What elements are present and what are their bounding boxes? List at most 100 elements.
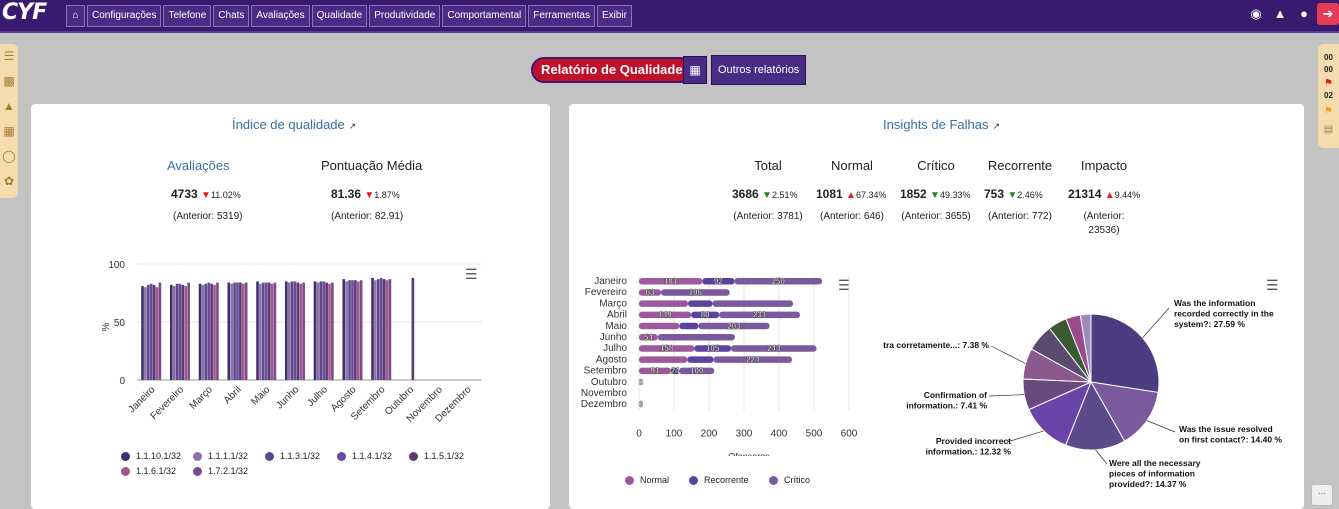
bar[interactable] [702,278,735,285]
bar[interactable] [679,367,715,375]
bar[interactable] [356,281,360,380]
chart-menu-icon[interactable]: ☰ [838,277,851,293]
bar[interactable] [244,282,248,380]
bar[interactable] [377,279,380,380]
legend-item[interactable]: 1.1.6.1/32 [121,466,176,477]
bar[interactable] [230,283,233,380]
bar[interactable] [319,281,323,380]
bar[interactable] [670,367,680,375]
print-icon[interactable]: ▤ [1323,124,1334,135]
evaluations-label[interactable]: Avaliações [167,158,230,173]
orange-flag-icon[interactable]: ⚑ [1324,106,1333,117]
cyf-logo[interactable]: CYF [2,0,47,25]
chart-menu-icon[interactable]: ☰ [1266,277,1279,293]
other-reports-button[interactable]: Outros relatórios [711,55,807,85]
bar[interactable] [679,322,699,330]
bar[interactable] [313,281,317,380]
bar[interactable] [639,278,703,285]
bar[interactable] [385,280,389,380]
chat-icon[interactable]: ◉ [1250,6,1262,21]
bar[interactable] [296,282,300,380]
feedback-icon[interactable]: ⋯ [1311,484,1333,506]
legend-item[interactable]: 1.7.2.1/32 [193,466,248,477]
bar[interactable] [187,282,190,380]
bar[interactable] [198,283,202,380]
bar[interactable] [639,322,680,330]
chart-menu-icon[interactable]: ☰ [465,266,478,282]
bar[interactable] [144,287,147,380]
bar[interactable] [236,282,239,380]
legend-item[interactable]: Crítico [769,475,810,486]
bar[interactable] [158,282,162,380]
nav-configuracoes[interactable]: Configurações [87,5,162,27]
bar[interactable] [694,345,732,352]
bar[interactable] [639,334,658,341]
bar[interactable] [241,283,245,380]
external-link-icon[interactable]: ↗ [992,121,1001,131]
bar[interactable] [147,284,150,380]
bar[interactable] [178,283,182,380]
bar[interactable] [639,345,695,352]
bar[interactable] [201,284,205,380]
bar[interactable] [639,367,671,375]
bar[interactable] [371,277,374,380]
bar[interactable] [348,280,351,380]
user-icon[interactable]: ● [1300,6,1308,21]
nav-telefone[interactable]: Telefone [163,5,212,27]
bar[interactable] [169,284,173,380]
bar[interactable] [382,279,386,380]
bar[interactable] [287,282,291,380]
external-link-icon[interactable]: ↗ [348,121,357,131]
grid-view-button[interactable]: ▦ [683,56,707,84]
nav-ferramentas[interactable]: Ferramentas [528,5,595,27]
bar[interactable] [698,322,770,330]
bar[interactable] [152,284,156,380]
bar[interactable] [359,280,363,380]
bar[interactable] [388,279,392,380]
bar[interactable] [342,279,346,380]
legend-item[interactable]: Normal [625,475,669,486]
bar[interactable] [149,283,153,380]
bar[interactable] [256,281,259,380]
quality-index-title[interactable]: Índice de qualidade ↗ [232,117,357,132]
headset-icon[interactable]: ◯ [2,149,16,163]
nav-produtividade[interactable]: Produtividade [369,5,441,27]
bar[interactable] [284,281,288,380]
bar[interactable] [267,282,271,380]
bar[interactable] [639,300,688,307]
bar[interactable] [639,289,662,296]
bar[interactable] [328,283,331,380]
red-flag-icon[interactable]: ⚑ [1324,78,1333,89]
bar[interactable] [691,311,720,319]
pie-slice[interactable] [1090,381,1159,442]
bar[interactable] [712,300,794,307]
bar[interactable] [207,282,211,380]
bar[interactable] [227,282,231,380]
bar[interactable] [273,282,277,380]
calendar-icon[interactable]: ▦ [3,124,15,138]
bar[interactable] [411,277,415,380]
legend-item[interactable]: 1.1.1.1/32 [193,451,248,462]
bar[interactable] [155,287,159,380]
home-button[interactable]: ⌂ [66,5,85,27]
failure-insights-title[interactable]: Insights de Falhas ↗ [883,117,1001,132]
bar[interactable] [331,282,334,380]
palette-icon[interactable]: ✿ [3,174,15,188]
bar[interactable] [302,282,305,380]
bar[interactable] [270,283,274,380]
bar[interactable] [259,283,262,380]
bar[interactable] [210,283,213,380]
legend-item[interactable]: 1.1.10.1/32 [121,451,181,462]
bar[interactable] [233,282,236,380]
legend-item[interactable]: 1.1.4.1/32 [337,451,392,462]
bar[interactable] [354,280,357,380]
bar[interactable] [639,311,692,319]
bar[interactable] [141,286,144,380]
bar[interactable] [379,277,383,380]
quality-report-button[interactable]: Relatório de Qualidade [531,57,693,83]
bar[interactable] [264,282,268,380]
bar[interactable] [345,281,348,380]
bar[interactable] [293,281,297,380]
legend-item[interactable]: Recorrente [689,475,749,486]
bar[interactable] [713,356,792,363]
